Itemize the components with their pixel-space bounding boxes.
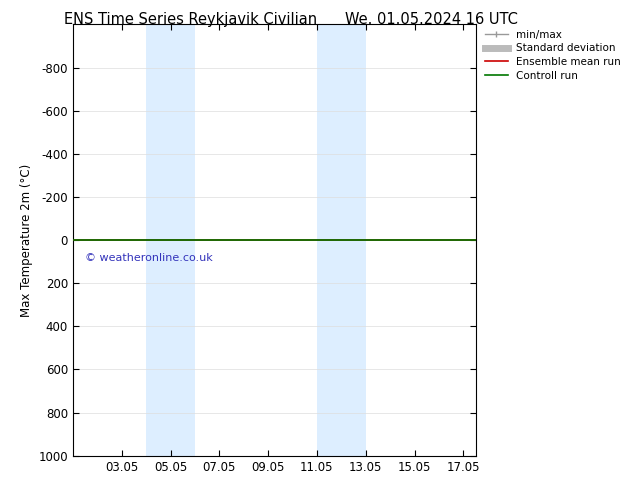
Text: © weatheronline.co.uk: © weatheronline.co.uk — [85, 253, 213, 263]
Legend: min/max, Standard deviation, Ensemble mean run, Controll run: min/max, Standard deviation, Ensemble me… — [485, 30, 621, 81]
Text: We. 01.05.2024 16 UTC: We. 01.05.2024 16 UTC — [345, 12, 517, 27]
Bar — [146, 24, 195, 456]
Text: ENS Time Series Reykjavik Civilian: ENS Time Series Reykjavik Civilian — [63, 12, 317, 27]
Y-axis label: Max Temperature 2m (°C): Max Temperature 2m (°C) — [20, 164, 33, 317]
Bar — [317, 24, 366, 456]
